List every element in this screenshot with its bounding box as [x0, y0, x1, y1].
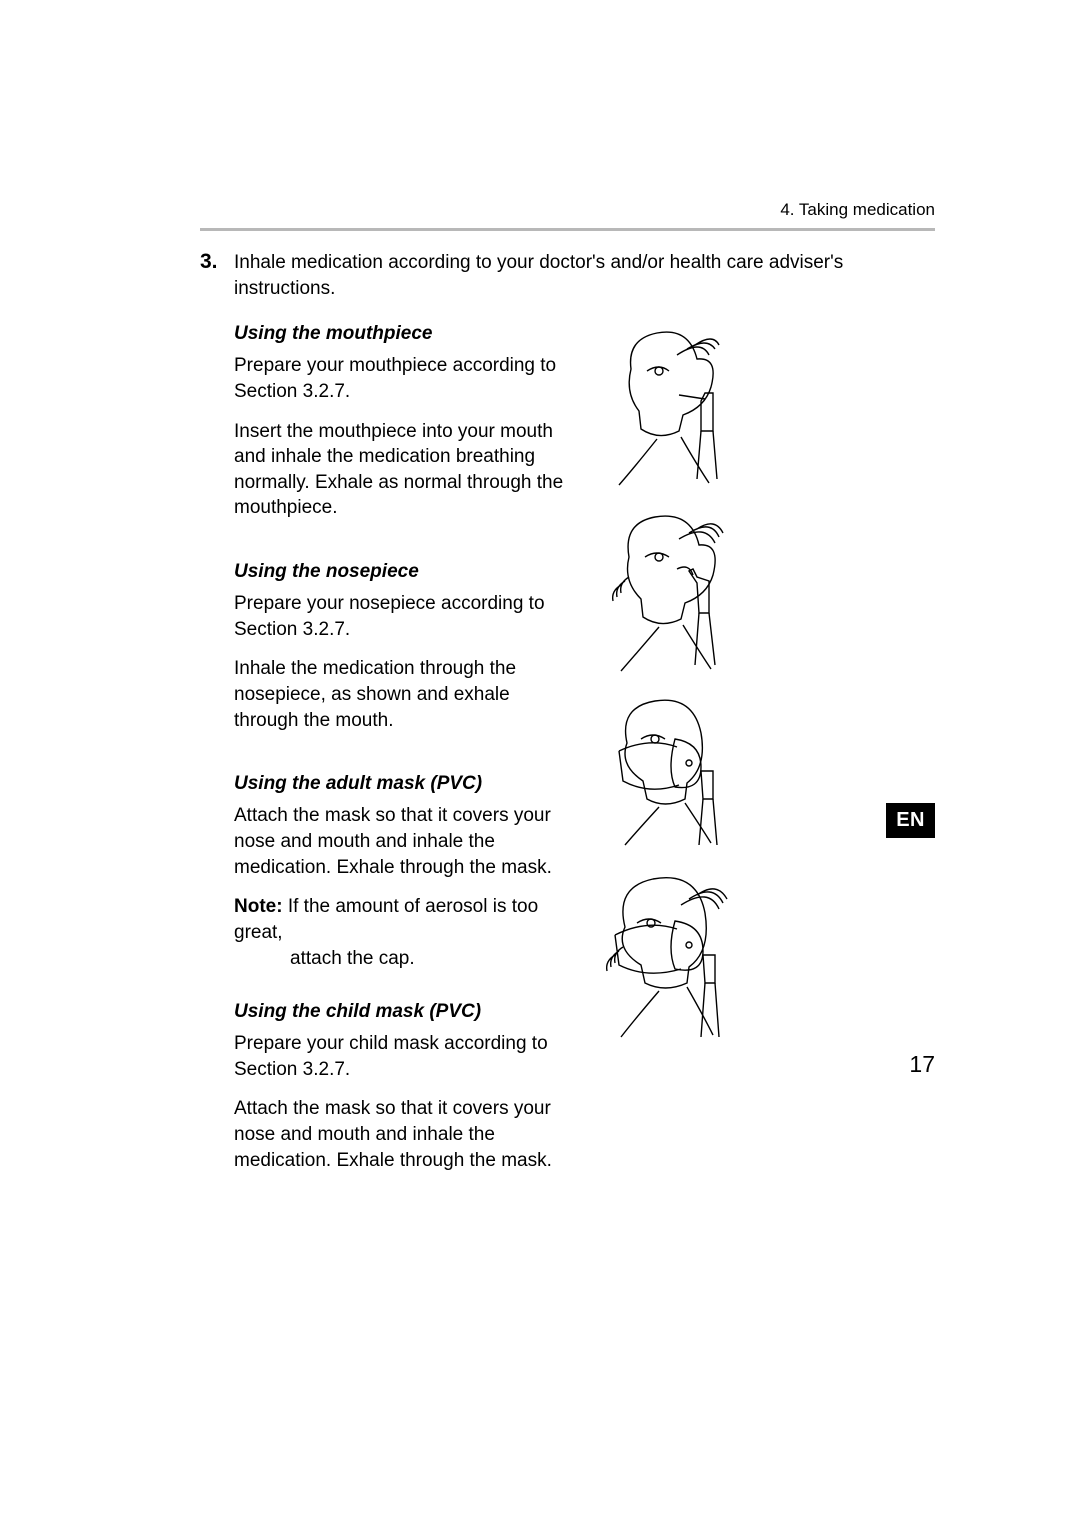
- step-text: Inhale medication according to your doct…: [234, 250, 935, 301]
- illustration-column: [589, 319, 935, 1203]
- section-nosepiece: Using the nosepiece Prepare your nosepie…: [234, 561, 579, 733]
- section-adultmask: Using the adult mask (PVC) Attach the ma…: [234, 773, 579, 971]
- illustration-mouthpiece: [589, 319, 749, 487]
- lineart-icon: [589, 865, 749, 1041]
- text-column: Using the mouthpiece Prepare your mouthp…: [234, 319, 589, 1203]
- paragraph: Prepare your nosepiece according to Sect…: [234, 591, 579, 642]
- page: 4. Taking medication 3. Inhale medicatio…: [0, 0, 1080, 1528]
- paragraph: Inhale the medication through the nosepi…: [234, 656, 579, 733]
- paragraph: Attach the mask so that it covers your n…: [234, 803, 579, 880]
- subheading-mouthpiece: Using the mouthpiece: [234, 323, 579, 345]
- note-text-line2: attach the cap.: [234, 946, 579, 972]
- step-3: 3. Inhale medication according to your d…: [200, 250, 935, 301]
- note-label: Note:: [234, 896, 283, 917]
- paragraph: Insert the mouthpiece into your mouth an…: [234, 419, 579, 522]
- subheading-adultmask: Using the adult mask (PVC): [234, 773, 579, 795]
- page-number: 17: [909, 1051, 935, 1078]
- illustration-childmask: [589, 865, 749, 1041]
- lineart-icon: [589, 691, 749, 847]
- paragraph: Prepare your child mask according to Sec…: [234, 1031, 579, 1082]
- lineart-icon: [589, 319, 749, 487]
- language-tab: EN: [886, 803, 935, 838]
- subheading-nosepiece: Using the nosepiece: [234, 561, 579, 583]
- section-header: 4. Taking medication: [200, 200, 935, 231]
- content-area: 3. Inhale medication according to your d…: [200, 250, 935, 1203]
- section-mouthpiece: Using the mouthpiece Prepare your mouthp…: [234, 323, 579, 521]
- illustration-nosepiece: [589, 505, 749, 673]
- note: Note: If the amount of aerosol is too gr…: [234, 894, 579, 971]
- two-column-body: Using the mouthpiece Prepare your mouthp…: [234, 319, 935, 1203]
- illustration-adultmask: [589, 691, 749, 847]
- subheading-childmask: Using the child mask (PVC): [234, 1001, 579, 1023]
- step-number: 3.: [200, 250, 234, 301]
- paragraph: Attach the mask so that it covers your n…: [234, 1096, 579, 1173]
- paragraph: Prepare your mouthpiece according to Sec…: [234, 353, 579, 404]
- lineart-icon: [589, 505, 749, 673]
- section-childmask: Using the child mask (PVC) Prepare your …: [234, 1001, 579, 1173]
